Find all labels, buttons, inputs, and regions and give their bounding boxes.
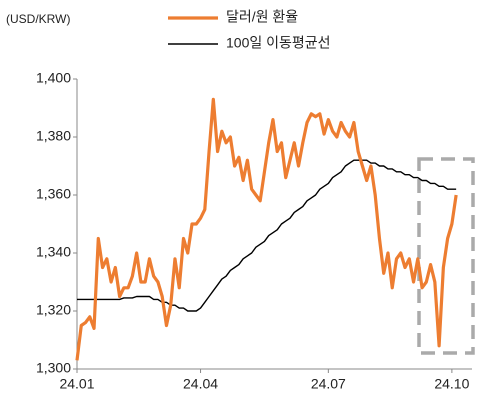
line-series bbox=[75, 97, 458, 361]
y-tick-label: 1,400 bbox=[36, 70, 71, 86]
x-tick-label: 24.07 bbox=[311, 376, 346, 392]
x-tick-label: 24.10 bbox=[434, 376, 469, 392]
y-tick-label: 1,300 bbox=[36, 360, 71, 376]
x-tick-label: 24.04 bbox=[183, 376, 218, 392]
y-tick-label: 1,320 bbox=[36, 302, 71, 318]
y-axis-label: (USD/KRW) bbox=[6, 12, 70, 26]
highlight-box bbox=[417, 157, 475, 355]
y-tick-label: 1,360 bbox=[36, 186, 71, 202]
legend-label: 100일 이동평균선 bbox=[226, 35, 331, 51]
legend-label: 달러/원 환율 bbox=[226, 9, 298, 25]
y-tick-label: 1,380 bbox=[36, 128, 71, 144]
y-tick-label: 1,340 bbox=[36, 244, 71, 260]
line-series bbox=[77, 159, 457, 312]
x-tick-label: 24.01 bbox=[59, 376, 94, 392]
